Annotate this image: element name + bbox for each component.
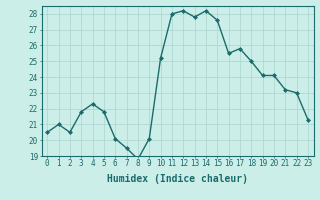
X-axis label: Humidex (Indice chaleur): Humidex (Indice chaleur) (107, 174, 248, 184)
